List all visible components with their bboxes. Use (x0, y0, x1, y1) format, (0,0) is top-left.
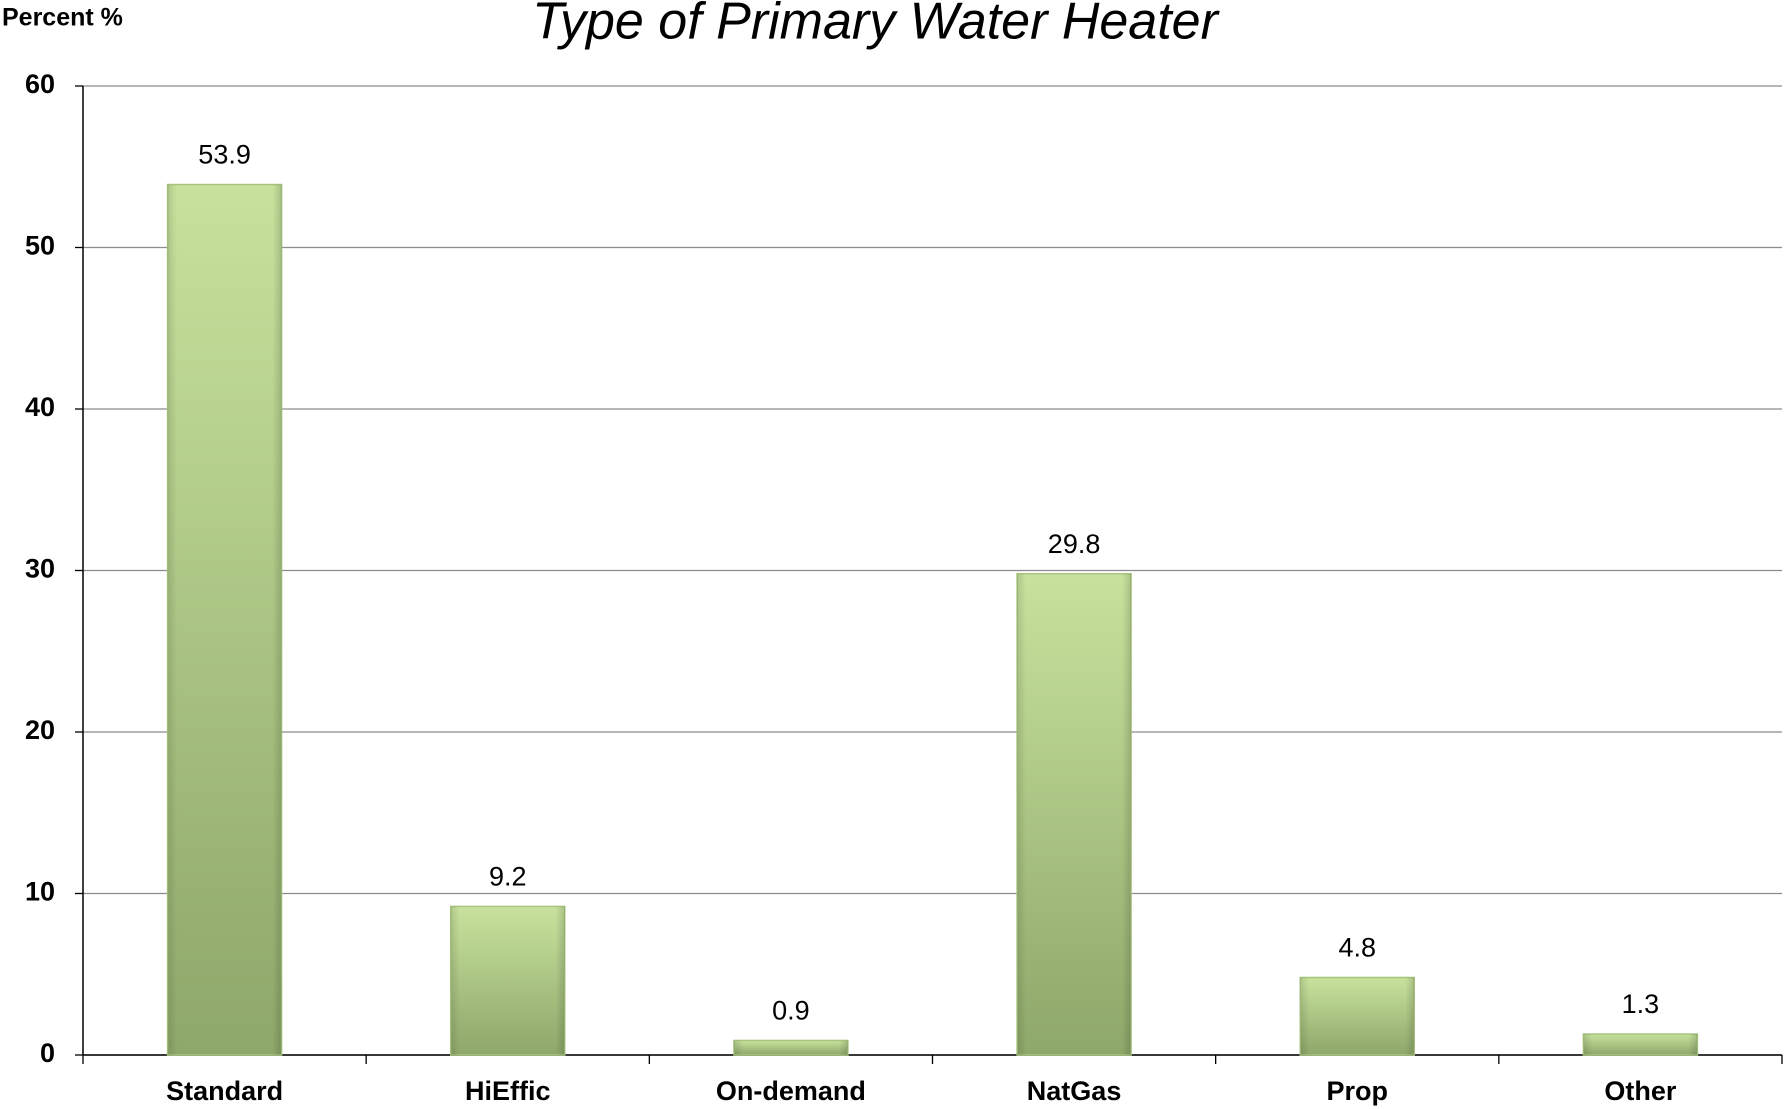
y-tick-label: 60 (25, 69, 55, 99)
data-label: 4.8 (1338, 933, 1376, 963)
x-tick-label: Standard (166, 1076, 283, 1106)
y-tick-label: 0 (40, 1038, 55, 1068)
x-tick-label: Other (1604, 1076, 1677, 1106)
y-tick-label: 50 (25, 231, 55, 261)
chart-title: Type of Primary Water Heater (532, 0, 1221, 51)
bar-shade (1017, 573, 1132, 1055)
data-label: 9.2 (489, 862, 527, 892)
bar-shade (733, 1040, 848, 1055)
x-tick-label: HiEffic (465, 1076, 551, 1106)
data-label: 0.9 (772, 996, 810, 1026)
bar-shade (1300, 977, 1415, 1055)
y-axis-label: Percent % (2, 4, 123, 32)
bar-shade (167, 184, 282, 1055)
x-tick-label: On-demand (716, 1076, 866, 1106)
x-tick-label: Prop (1326, 1076, 1388, 1106)
x-tick-label: NatGas (1027, 1076, 1122, 1106)
y-tick-label: 20 (25, 715, 55, 745)
data-label: 53.9 (198, 140, 251, 170)
data-label: 1.3 (1622, 989, 1660, 1019)
data-label: 29.8 (1048, 529, 1101, 559)
y-tick-label: 10 (25, 877, 55, 907)
bar-shade (450, 906, 565, 1055)
y-tick-label: 30 (25, 554, 55, 584)
bar-shade (1583, 1034, 1698, 1055)
y-tick-label: 40 (25, 392, 55, 422)
